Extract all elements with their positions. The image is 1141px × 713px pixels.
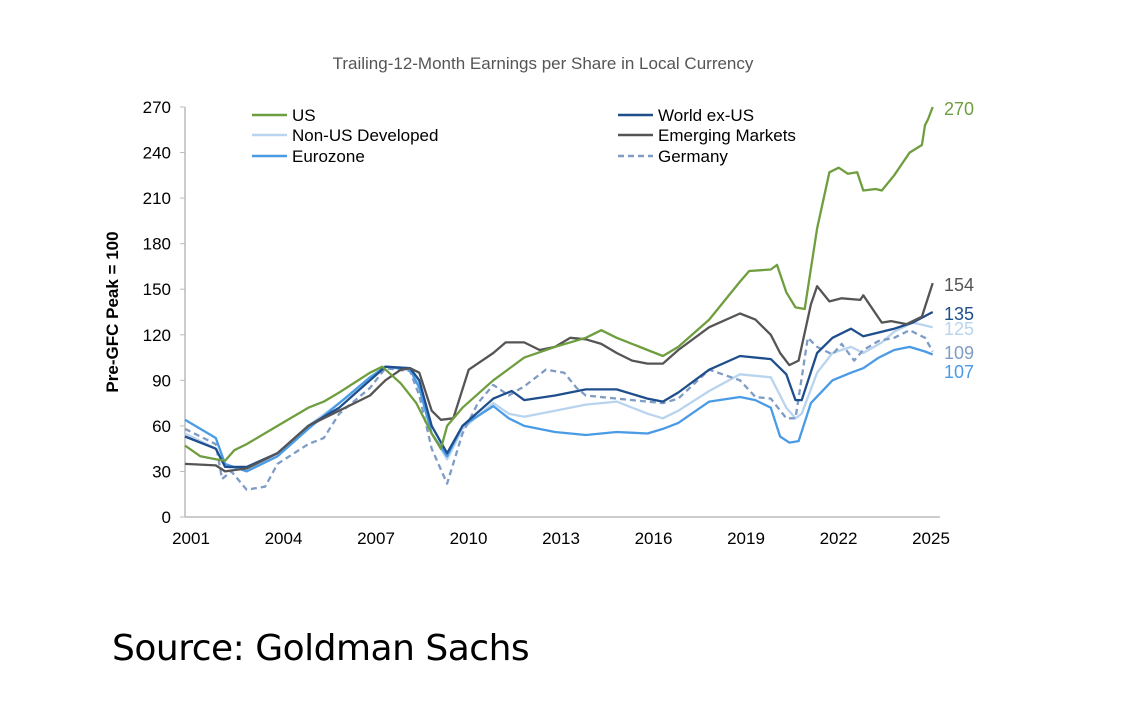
x-tick-label: 2010 <box>450 529 488 548</box>
legend-label: Non-US Developed <box>292 126 438 145</box>
series-line-emerging-markets <box>184 282 934 473</box>
legend-label: US <box>292 106 316 125</box>
x-tick-label: 2022 <box>820 529 858 548</box>
series-line-germany <box>184 329 934 491</box>
y-tick-label: 210 <box>143 189 171 208</box>
y-tick-label: 180 <box>143 235 171 254</box>
y-tick-label: 0 <box>162 508 171 527</box>
earnings-chart: Trailing-12-Month Earnings per Share in … <box>103 54 974 548</box>
legend-label: Emerging Markets <box>658 126 796 145</box>
legend-label: Germany <box>658 147 728 166</box>
end-label: 154 <box>944 275 974 295</box>
y-tick-label: 60 <box>152 417 171 436</box>
x-tick-label: 2013 <box>542 529 580 548</box>
x-tick-label: 2007 <box>357 529 395 548</box>
legend-label: Eurozone <box>292 147 365 166</box>
end-label: 270 <box>944 99 974 119</box>
x-tick-label: 2025 <box>912 529 950 548</box>
y-tick-label: 240 <box>143 144 171 163</box>
series-line-eurozone <box>184 345 934 473</box>
series-lines <box>184 106 934 491</box>
chart-title: Trailing-12-Month Earnings per Share in … <box>333 54 754 73</box>
end-label: 109 <box>944 343 974 363</box>
y-tick-label: 90 <box>152 371 171 390</box>
axes: 0 30 60 90 120 150 180 210 240 270 2001 2004 2007 201… <box>143 98 950 548</box>
x-tick-label: 2016 <box>635 529 673 548</box>
y-tick-label: 120 <box>143 326 171 345</box>
end-label: 107 <box>944 362 974 382</box>
end-label: 125 <box>944 319 974 339</box>
legend: US World ex-US Non-US Developed Emerging Ma… <box>252 106 796 166</box>
x-tick-label: 2019 <box>727 529 765 548</box>
y-tick-label: 270 <box>143 98 171 117</box>
source-note: Source: Goldman Sachs <box>112 628 530 669</box>
x-tick-label: 2004 <box>265 529 303 548</box>
x-tick-label: 2001 <box>172 529 210 548</box>
series-line-us <box>184 106 934 462</box>
y-axis-label: Pre-GFC Peak = 100 <box>103 231 122 392</box>
y-tick-label: 150 <box>143 280 171 299</box>
legend-label: World ex-US <box>658 106 754 125</box>
series-line-world-ex-us <box>184 310 934 469</box>
end-label: 135 <box>944 304 974 324</box>
y-tick-label: 30 <box>152 462 171 481</box>
